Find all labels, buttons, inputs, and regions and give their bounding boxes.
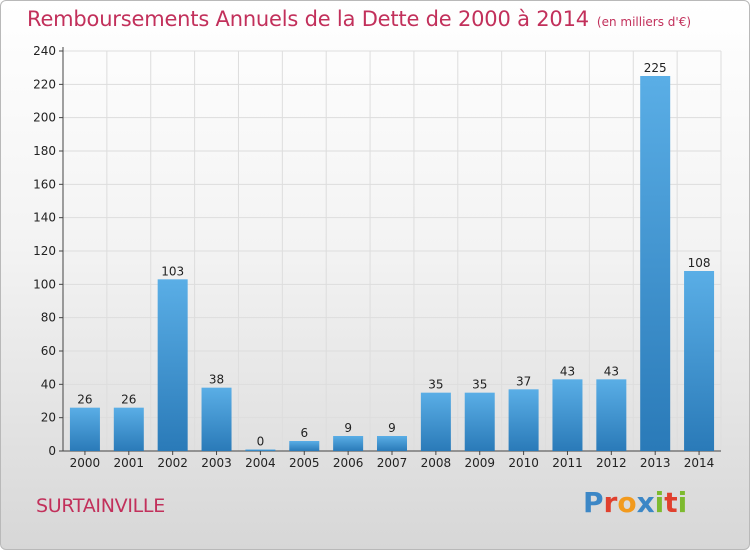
chart-unit: (en milliers d'€) xyxy=(596,15,692,29)
proxiti-logo: Proxiti xyxy=(583,486,687,519)
y-tick-label: 60 xyxy=(41,344,56,358)
data-label-2011: 43 xyxy=(560,364,575,378)
x-tick-label-2007: 2007 xyxy=(377,456,408,470)
y-tick-label: 160 xyxy=(33,177,56,191)
bar-2014 xyxy=(684,271,715,451)
x-tick-label-2013: 2013 xyxy=(640,456,671,470)
x-tick-label-2008: 2008 xyxy=(421,456,452,470)
x-tick-label-2001: 2001 xyxy=(114,456,145,470)
data-label-2012: 43 xyxy=(604,364,619,378)
y-tick-label: 40 xyxy=(41,377,56,391)
bar-2003 xyxy=(201,387,232,451)
x-tick-label-2014: 2014 xyxy=(684,456,715,470)
y-tick-label: 0 xyxy=(48,444,56,458)
logo-letter: P xyxy=(583,486,604,519)
data-label-2000: 26 xyxy=(77,393,92,407)
bar-2001 xyxy=(113,407,144,451)
location-name: SURTAINVILLE xyxy=(36,495,165,517)
y-tick-label: 220 xyxy=(33,77,56,91)
bar-2012 xyxy=(596,379,627,451)
bar-2005 xyxy=(289,441,320,451)
y-tick-label: 240 xyxy=(33,44,56,58)
x-tick-label-2003: 2003 xyxy=(201,456,232,470)
data-label-2007: 9 xyxy=(388,421,396,435)
logo-letter: r xyxy=(603,486,618,519)
x-tick-label-2012: 2012 xyxy=(596,456,627,470)
y-tick-label: 100 xyxy=(33,277,56,291)
y-tick-label: 20 xyxy=(41,411,56,425)
x-tick-label-2011: 2011 xyxy=(552,456,583,470)
data-label-2009: 35 xyxy=(472,378,487,392)
data-label-2001: 26 xyxy=(121,393,136,407)
x-tick-label-2000: 2000 xyxy=(70,456,101,470)
logo-letter: i xyxy=(654,486,665,519)
bar-2000 xyxy=(69,407,100,451)
y-tick-label: 120 xyxy=(33,244,56,258)
data-label-2014: 108 xyxy=(688,256,711,270)
y-tick-label: 80 xyxy=(41,311,56,325)
chart-title-line: Remboursements Annuels de la Dette de 20… xyxy=(27,7,691,31)
logo-letter: t xyxy=(664,486,678,519)
y-tick-label: 180 xyxy=(33,144,56,158)
y-tick-label: 140 xyxy=(33,211,56,225)
logo-letter: i xyxy=(677,486,688,519)
x-tick-label-2006: 2006 xyxy=(333,456,364,470)
bar-2004 xyxy=(245,449,276,451)
data-label-2006: 9 xyxy=(344,421,352,435)
bar-2007 xyxy=(377,436,407,451)
bars xyxy=(69,76,715,451)
x-tick-label-2005: 2005 xyxy=(289,456,320,470)
data-label-2013: 225 xyxy=(644,61,667,75)
bar-2002 xyxy=(157,279,188,451)
bar-2006 xyxy=(333,436,364,451)
x-tick-label-2002: 2002 xyxy=(157,456,188,470)
data-labels: 26 26 103 38 0 6 9 9 35 35 37 43 43 225 108 xyxy=(77,61,710,449)
bar-2010 xyxy=(508,389,539,451)
y-tick-label: 200 xyxy=(33,111,56,125)
data-label-2004: 0 xyxy=(257,435,265,449)
bar-2009 xyxy=(464,392,495,451)
x-tick-label-2009: 2009 xyxy=(464,456,495,470)
bar-2011 xyxy=(552,379,583,451)
data-label-2003: 38 xyxy=(209,373,224,387)
data-label-2002: 103 xyxy=(161,264,184,278)
data-label-2010: 37 xyxy=(516,374,531,388)
data-label-2008: 35 xyxy=(428,378,443,392)
x-tick-label-2004: 2004 xyxy=(245,456,276,470)
logo-letter: x xyxy=(636,486,655,519)
bar-2008 xyxy=(420,392,451,451)
logo-letter: o xyxy=(617,486,637,519)
bar-2013 xyxy=(640,76,671,451)
chart-title: Remboursements Annuels de la Dette de 20… xyxy=(27,7,589,31)
x-tick-label-2010: 2010 xyxy=(508,456,539,470)
data-label-2005: 6 xyxy=(300,426,308,440)
